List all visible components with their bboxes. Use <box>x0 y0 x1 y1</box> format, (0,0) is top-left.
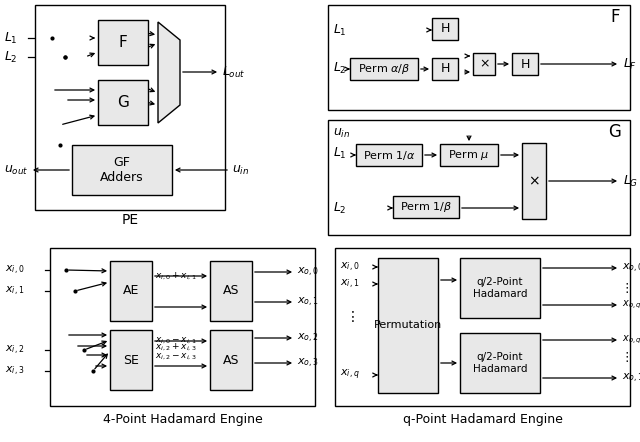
Bar <box>378 258 438 393</box>
Text: G: G <box>117 95 129 110</box>
Bar <box>460 333 540 393</box>
Text: $x_{i,2}+x_{i,3}$: $x_{i,2}+x_{i,3}$ <box>155 341 196 353</box>
Bar <box>328 5 630 110</box>
Text: $x_{i,3}$: $x_{i,3}$ <box>5 365 24 377</box>
Bar <box>50 248 315 406</box>
Text: q/2-Point
Hadamard: q/2-Point Hadamard <box>473 352 527 374</box>
Text: $\times$: $\times$ <box>479 57 490 71</box>
Bar <box>98 20 148 65</box>
Text: F: F <box>118 35 127 50</box>
Text: $\vdots$: $\vdots$ <box>345 309 355 324</box>
Bar <box>350 58 418 80</box>
Text: Perm $\mu$: Perm $\mu$ <box>449 148 490 162</box>
Text: $x_{i,2}$: $x_{i,2}$ <box>5 343 24 357</box>
Text: $u_{in}$: $u_{in}$ <box>232 164 250 176</box>
Text: Perm $1/\alpha$: Perm $1/\alpha$ <box>363 149 415 161</box>
Text: $L_F$: $L_F$ <box>623 57 637 72</box>
Bar <box>522 143 546 219</box>
Bar <box>210 261 252 321</box>
Text: Perm $\alpha/\beta$: Perm $\alpha/\beta$ <box>358 62 410 76</box>
Bar <box>512 53 538 75</box>
Bar <box>393 196 459 218</box>
Text: $L_1$: $L_1$ <box>333 23 347 38</box>
Text: $x_{i,0}+x_{i,1}$: $x_{i,0}+x_{i,1}$ <box>155 271 196 282</box>
Text: $x_{i,1}$: $x_{i,1}$ <box>340 278 359 290</box>
Text: 4-Point Hadamard Engine: 4-Point Hadamard Engine <box>102 412 262 426</box>
Text: $x_{i,0}$: $x_{i,0}$ <box>340 260 360 274</box>
Text: Permutation: Permutation <box>374 320 442 331</box>
Text: AS: AS <box>223 285 239 297</box>
Text: $x_{i,q}$: $x_{i,q}$ <box>340 368 360 382</box>
Bar <box>356 144 422 166</box>
Text: $x_{i,0}-x_{i,1}$: $x_{i,0}-x_{i,1}$ <box>155 336 196 346</box>
Text: q-Point Hadamard Engine: q-Point Hadamard Engine <box>403 412 563 426</box>
Text: SE: SE <box>123 354 139 366</box>
Text: $x_{o,1}$: $x_{o,1}$ <box>297 295 319 309</box>
Text: $L_1$: $L_1$ <box>333 145 347 160</box>
Text: Perm $1/\beta$: Perm $1/\beta$ <box>400 200 452 214</box>
Text: $\vdots$: $\vdots$ <box>620 350 629 364</box>
Text: AE: AE <box>123 285 139 297</box>
Bar <box>440 144 498 166</box>
Text: $\vdots$: $\vdots$ <box>620 281 629 295</box>
Text: q/2-Point
Hadamard: q/2-Point Hadamard <box>473 277 527 299</box>
Text: $x_{o,0}$: $x_{o,0}$ <box>297 266 319 278</box>
Bar <box>432 18 458 40</box>
Bar <box>210 330 252 390</box>
Bar <box>473 53 495 75</box>
Text: $x_{i,2}-x_{i,3}$: $x_{i,2}-x_{i,3}$ <box>155 352 196 362</box>
Text: $x_{o,q/2}$: $x_{o,q/2}$ <box>622 334 640 346</box>
Text: $x_{i,1}$: $x_{i,1}$ <box>5 285 24 297</box>
Bar <box>432 58 458 80</box>
Bar <box>98 80 148 125</box>
Text: PE: PE <box>122 213 139 227</box>
Bar <box>35 5 225 210</box>
Text: H: H <box>520 57 530 71</box>
Text: $\times$: $\times$ <box>528 174 540 188</box>
Bar <box>72 145 172 195</box>
Text: G: G <box>609 123 621 141</box>
Bar <box>110 330 152 390</box>
Text: $u_{out}$: $u_{out}$ <box>4 164 29 176</box>
Text: $L_2$: $L_2$ <box>333 61 347 76</box>
Text: $L_{out}$: $L_{out}$ <box>222 65 246 80</box>
Bar <box>328 120 630 235</box>
Text: H: H <box>440 62 450 76</box>
Text: $x_{o,2}$: $x_{o,2}$ <box>297 332 319 345</box>
Text: $x_{o,1}$: $x_{o,1}$ <box>622 371 640 385</box>
Text: $x_{o,0}$: $x_{o,0}$ <box>622 262 640 274</box>
Text: $L_G$: $L_G$ <box>623 173 638 189</box>
Text: $u_{in}$: $u_{in}$ <box>333 126 350 140</box>
Bar <box>110 261 152 321</box>
Text: AS: AS <box>223 354 239 366</box>
Text: GF
Adders: GF Adders <box>100 156 144 184</box>
Polygon shape <box>158 22 180 123</box>
Text: F: F <box>611 8 620 26</box>
Bar <box>460 258 540 318</box>
Text: $x_{i,0}$: $x_{i,0}$ <box>5 263 24 277</box>
Text: $x_{o,q/2-1}$: $x_{o,q/2-1}$ <box>622 299 640 311</box>
Text: $x_{o,3}$: $x_{o,3}$ <box>297 356 319 370</box>
Text: H: H <box>440 23 450 35</box>
Text: $L_1$: $L_1$ <box>4 30 18 46</box>
Text: $L_2$: $L_2$ <box>4 50 17 65</box>
Text: $L_2$: $L_2$ <box>333 201 347 216</box>
Bar <box>335 248 630 406</box>
